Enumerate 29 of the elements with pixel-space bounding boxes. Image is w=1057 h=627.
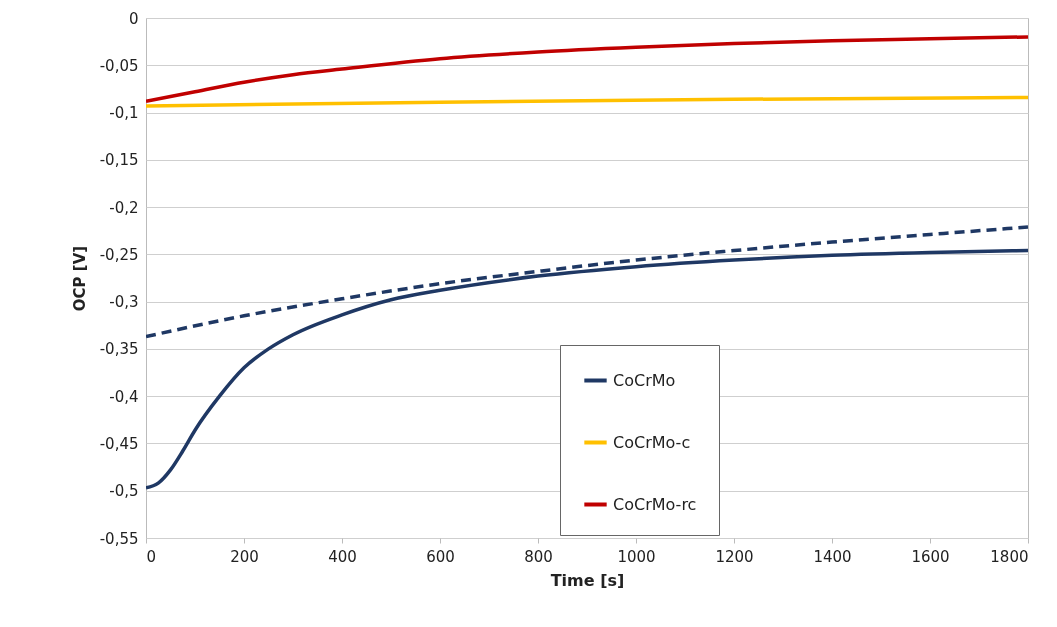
y-tick-label: -0,05 bbox=[99, 56, 139, 75]
y-tick-label: -0,35 bbox=[99, 340, 139, 359]
x-tick-label: 1400 bbox=[813, 547, 852, 566]
x-tick-label: 1200 bbox=[715, 547, 754, 566]
x-tick-label: 800 bbox=[524, 547, 553, 566]
x-tick-label: 1800 bbox=[990, 547, 1029, 566]
line-series bbox=[146, 95, 1028, 108]
x-tick-label: 1600 bbox=[911, 547, 950, 566]
line-series bbox=[146, 35, 1028, 103]
y-tick-label: -0,1 bbox=[109, 104, 139, 123]
legend-label: CoCrMo-c bbox=[613, 432, 691, 452]
legend-label: CoCrMo bbox=[613, 370, 676, 390]
x-axis-title: Time [s] bbox=[550, 570, 625, 590]
x-tick-label: 0 bbox=[146, 547, 157, 566]
y-tick-label: 0 bbox=[128, 9, 139, 28]
legend-label: CoCrMo-rc bbox=[613, 494, 697, 514]
y-tick-label: -0,3 bbox=[109, 293, 139, 312]
x-tick-label: 600 bbox=[426, 547, 455, 566]
y-tick-label: -0,55 bbox=[99, 529, 139, 548]
y-axis-title: OCP [V] bbox=[70, 245, 89, 312]
y-tick-label: -0,5 bbox=[109, 482, 139, 501]
x-tick-label: 1000 bbox=[617, 547, 656, 566]
y-tick-label: -0,25 bbox=[99, 245, 139, 264]
x-tick-label: 400 bbox=[328, 547, 357, 566]
y-tick-label: -0,15 bbox=[99, 151, 139, 170]
y-tick-label: -0,2 bbox=[109, 198, 139, 217]
y-tick-label: -0,45 bbox=[99, 434, 139, 453]
y-tick-label: -0,4 bbox=[109, 387, 139, 406]
x-tick-label: 200 bbox=[230, 547, 259, 566]
